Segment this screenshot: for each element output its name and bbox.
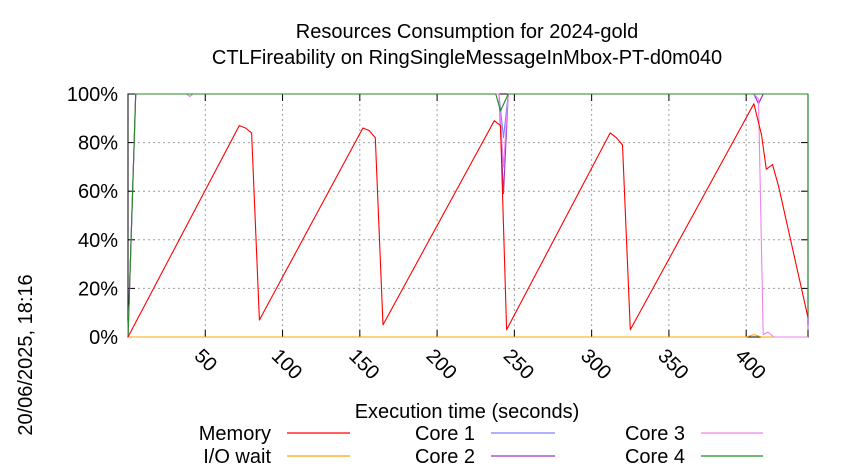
y-tick-label: 20%	[78, 278, 118, 300]
y-tick-label: 40%	[78, 230, 118, 252]
series-lines	[127, 93, 809, 338]
y-tick-label: 100%	[67, 84, 118, 106]
y-tick-label: 0%	[89, 327, 118, 349]
legend-label: I/O wait	[203, 446, 271, 468]
series-line-memory	[127, 103, 809, 338]
chart-title-line-1: Resources Consumption for 2024-gold	[296, 21, 638, 43]
series-line-core-4	[127, 93, 809, 338]
y-tick-label: 60%	[78, 181, 118, 203]
legend-label: Memory	[199, 423, 271, 445]
chart-title-line-2: CTLFireability on RingSingleMessageInMbo…	[212, 47, 722, 69]
y-tick-label: 80%	[78, 133, 118, 155]
legend-label: Core 4	[625, 446, 685, 468]
legend-label: Core 2	[415, 446, 475, 468]
legend-label: Core 1	[415, 423, 475, 445]
legend-label: Core 3	[625, 423, 685, 445]
timestamp-label: 20/06/2025, 18:16	[15, 274, 37, 435]
x-axis-label: Execution time (seconds)	[355, 401, 580, 423]
grid-lines	[128, 94, 808, 337]
